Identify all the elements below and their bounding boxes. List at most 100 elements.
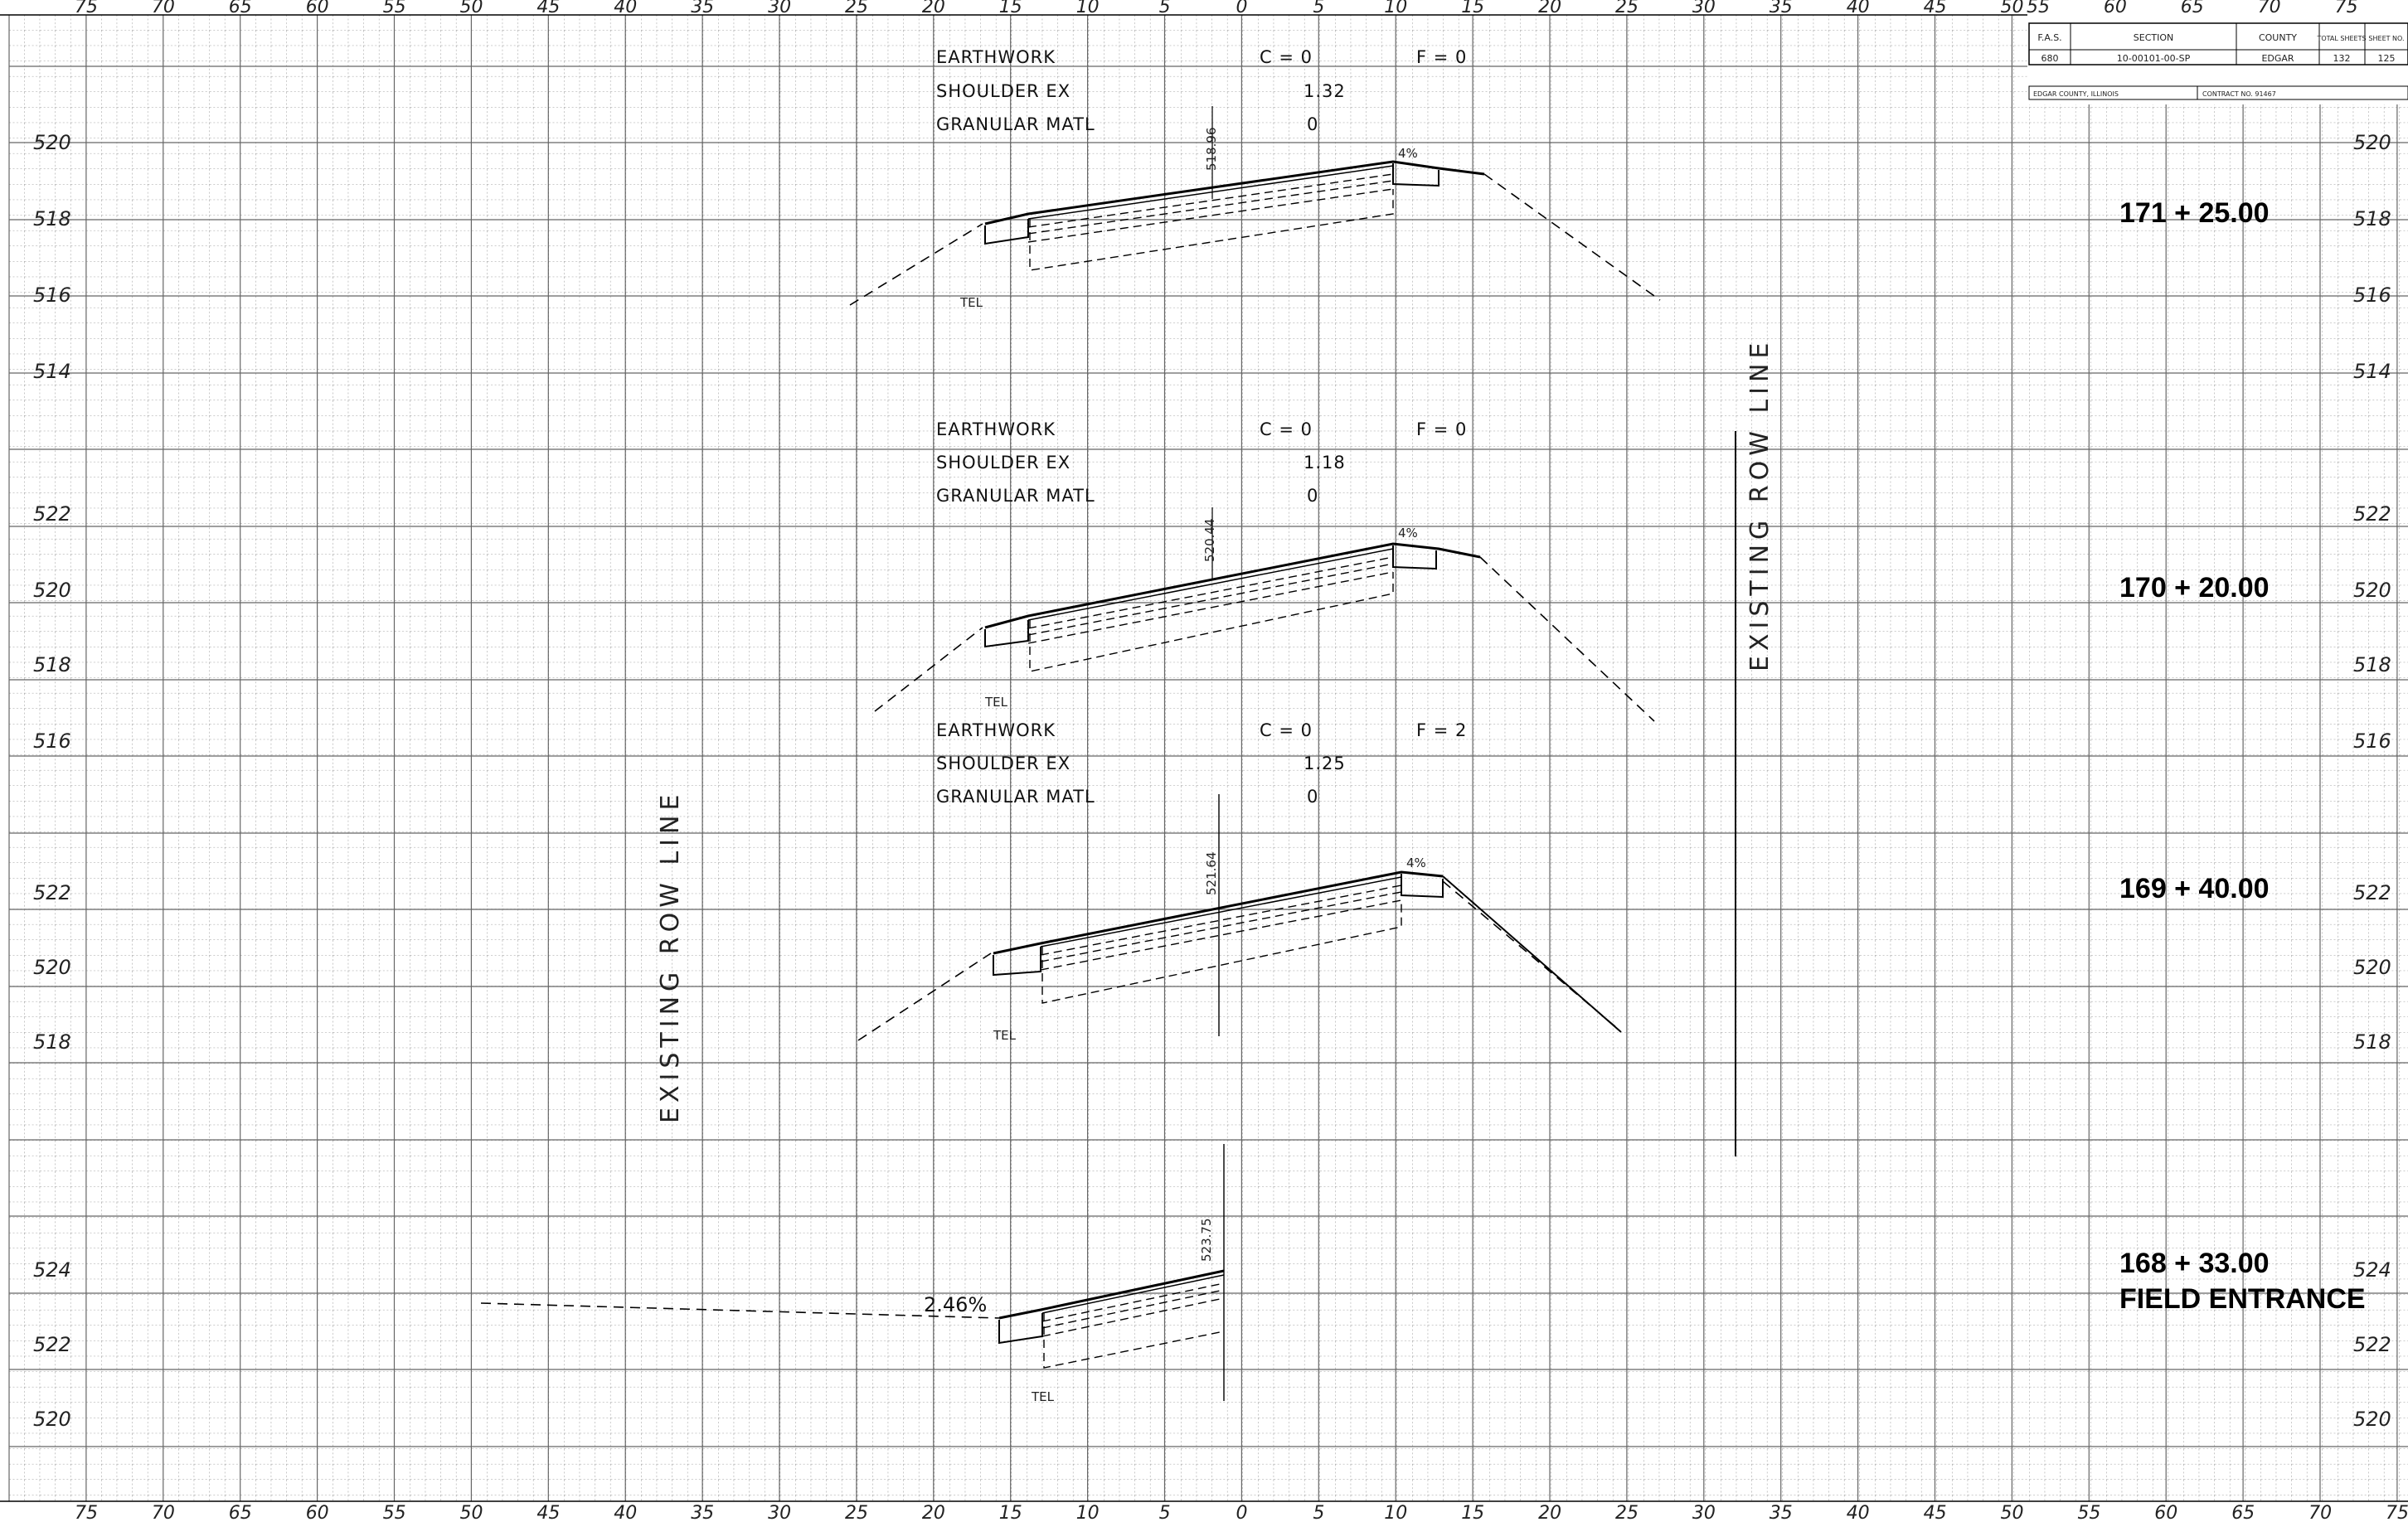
tb-county-value: EDGAR	[2261, 53, 2294, 64]
elevation-label-right: 516	[2353, 729, 2391, 753]
tel-marker: TEL	[1031, 1389, 1055, 1404]
cross-section-profile	[849, 106, 1661, 306]
tb-fas-value: 680	[2041, 53, 2059, 64]
elevation-label-left: 522	[33, 502, 71, 526]
earthwork-cut: C = 0	[1260, 419, 1313, 439]
offset-tick-label: 50	[460, 0, 483, 17]
elevation-label-right: 522	[2353, 1333, 2391, 1356]
cross-section-profile	[874, 507, 1655, 722]
offset-tick-label: 15	[1461, 1503, 1484, 1522]
offset-tick-label: 30	[768, 0, 791, 17]
tel-marker: TEL	[984, 695, 1008, 710]
elevation-label-right: 518	[2353, 653, 2391, 676]
offset-tick-label: 50	[2001, 0, 2024, 17]
elevation-label-right: 514	[2353, 360, 2391, 383]
elevation-label-left: 520	[33, 956, 71, 979]
offset-tick-label: 25	[1615, 1503, 1639, 1522]
section-170-20: EARTHWORK C = 0 F = 0 SHOULDER EX 1.18 G…	[874, 419, 2270, 722]
elevation-label-left: 520	[33, 579, 71, 602]
offset-tick-label: 10	[1384, 1503, 1407, 1522]
offset-tick-label: 0	[1236, 0, 1248, 17]
tb-total-sheets-value: 132	[2333, 53, 2351, 64]
major-grid-lines	[8, 15, 2408, 1501]
station-label: 171 + 25.00	[2119, 197, 2270, 229]
tb-header-section: SECTION	[2134, 32, 2173, 43]
offset-tick-label: 15	[1461, 0, 1484, 17]
station-label: 168 + 33.00	[2119, 1248, 2270, 1279]
offset-tick-label: 15	[999, 0, 1022, 17]
elevation-label-left: 516	[33, 284, 71, 307]
elevation-label-left: 524	[33, 1258, 71, 1282]
offset-tick-label: 70	[152, 1503, 175, 1522]
offset-tick-label: 65	[229, 1503, 252, 1522]
earthwork-cut: C = 0	[1260, 720, 1313, 740]
offset-tick-label: 20	[922, 1503, 945, 1522]
shoulder-value: 1.25	[1304, 754, 1346, 773]
centerline-elevation: 520.44	[1202, 519, 1217, 563]
elevation-label-right: 518	[2353, 207, 2391, 230]
offset-tick-label: 45	[1924, 0, 1947, 17]
row-line-label-left: EXISTING ROW LINE	[656, 790, 685, 1123]
offset-tick-label: 60	[2154, 1503, 2177, 1522]
section-169-40: EARTHWORK C = 0 F = 2 SHOULDER EX 1.25 G…	[857, 720, 2270, 1043]
offset-tick-label: 65	[2231, 1503, 2255, 1522]
tb-header-county: COUNTY	[2259, 32, 2297, 43]
earthwork-fill: F = 0	[1416, 419, 1467, 439]
offset-tick-label: 30	[768, 1503, 791, 1522]
offset-tick-label: 75	[75, 1503, 98, 1522]
bottom-offset-scale: 75 70 65 60 55 50 45 40 35 30 25 20 15 10 5 0 5 10 15 20 25 3…	[75, 1503, 2408, 1522]
centerline-elevation: 523.75	[1199, 1219, 1214, 1263]
tel-marker: TEL	[959, 295, 983, 310]
offset-tick-label: 10	[1076, 1503, 1100, 1522]
tb-contract: CONTRACT NO. 91467	[2202, 90, 2276, 98]
tb-header-sheet-no: SHEET NO.	[2368, 35, 2404, 42]
shoulder-value: 1.18	[1304, 453, 1346, 473]
centerline-elevation: 521.64	[1204, 852, 1219, 896]
shoulder-label: SHOULDER EX	[936, 453, 1070, 473]
offset-tick-label: 10	[1384, 0, 1407, 17]
tb-location: EDGAR COUNTY, ILLINOIS	[2033, 90, 2119, 98]
tb-header-fas: F.A.S.	[2037, 32, 2061, 43]
offset-tick-label: 50	[2001, 1503, 2024, 1522]
top-right-offset-scale: 55 60 65 70 75	[2027, 0, 2358, 17]
elevation-label-left: 520	[33, 131, 71, 154]
elevation-label-right: 522	[2353, 881, 2391, 904]
offset-tick-label: 5	[1313, 1503, 1324, 1522]
offset-tick-label: 60	[306, 1503, 329, 1522]
granular-label: GRANULAR MATL	[936, 787, 1095, 807]
elevation-label-left: 522	[33, 881, 71, 904]
earthwork-fill: F = 2	[1416, 720, 1467, 740]
earthwork-fill: F = 0	[1416, 47, 1467, 67]
offset-tick-label: 35	[1770, 1503, 1793, 1522]
offset-tick-label: 60	[306, 0, 329, 17]
offset-tick-label: 55	[2077, 1503, 2100, 1522]
offset-tick-label: 20	[1538, 0, 1561, 17]
offset-tick-label: 75	[75, 0, 98, 17]
elevation-label-left: 522	[33, 1333, 71, 1356]
offset-tick-label: 35	[691, 1503, 714, 1522]
cross-section-profile	[480, 1144, 1225, 1401]
offset-tick-label: 10	[1076, 0, 1100, 17]
elevation-label-left: 516	[33, 729, 71, 753]
elevation-label-right: 520	[2353, 956, 2391, 979]
offset-tick-label: 70	[2258, 0, 2281, 17]
offset-tick-label: 40	[614, 0, 637, 17]
earthwork-label: EARTHWORK	[936, 419, 1056, 439]
offset-tick-label: 25	[1615, 0, 1639, 17]
centerline-elevation: 518.96	[1204, 128, 1219, 172]
cross-slope: 4%	[1406, 856, 1426, 870]
offset-tick-label: 35	[691, 0, 714, 17]
offset-tick-label: 0	[1236, 1503, 1248, 1522]
shoulder-label: SHOULDER EX	[936, 754, 1070, 773]
cross-section-profile	[857, 794, 1622, 1041]
offset-tick-label: 20	[1538, 1503, 1561, 1522]
elevation-label-right: 524	[2353, 1258, 2391, 1282]
offset-tick-label: 65	[229, 0, 252, 17]
offset-tick-label: 55	[383, 0, 406, 17]
station-subtitle: FIELD ENTRANCE	[2119, 1283, 2366, 1315]
earthwork-label: EARTHWORK	[936, 47, 1056, 67]
granular-value: 0	[1307, 486, 1318, 506]
offset-tick-label: 25	[845, 0, 868, 17]
